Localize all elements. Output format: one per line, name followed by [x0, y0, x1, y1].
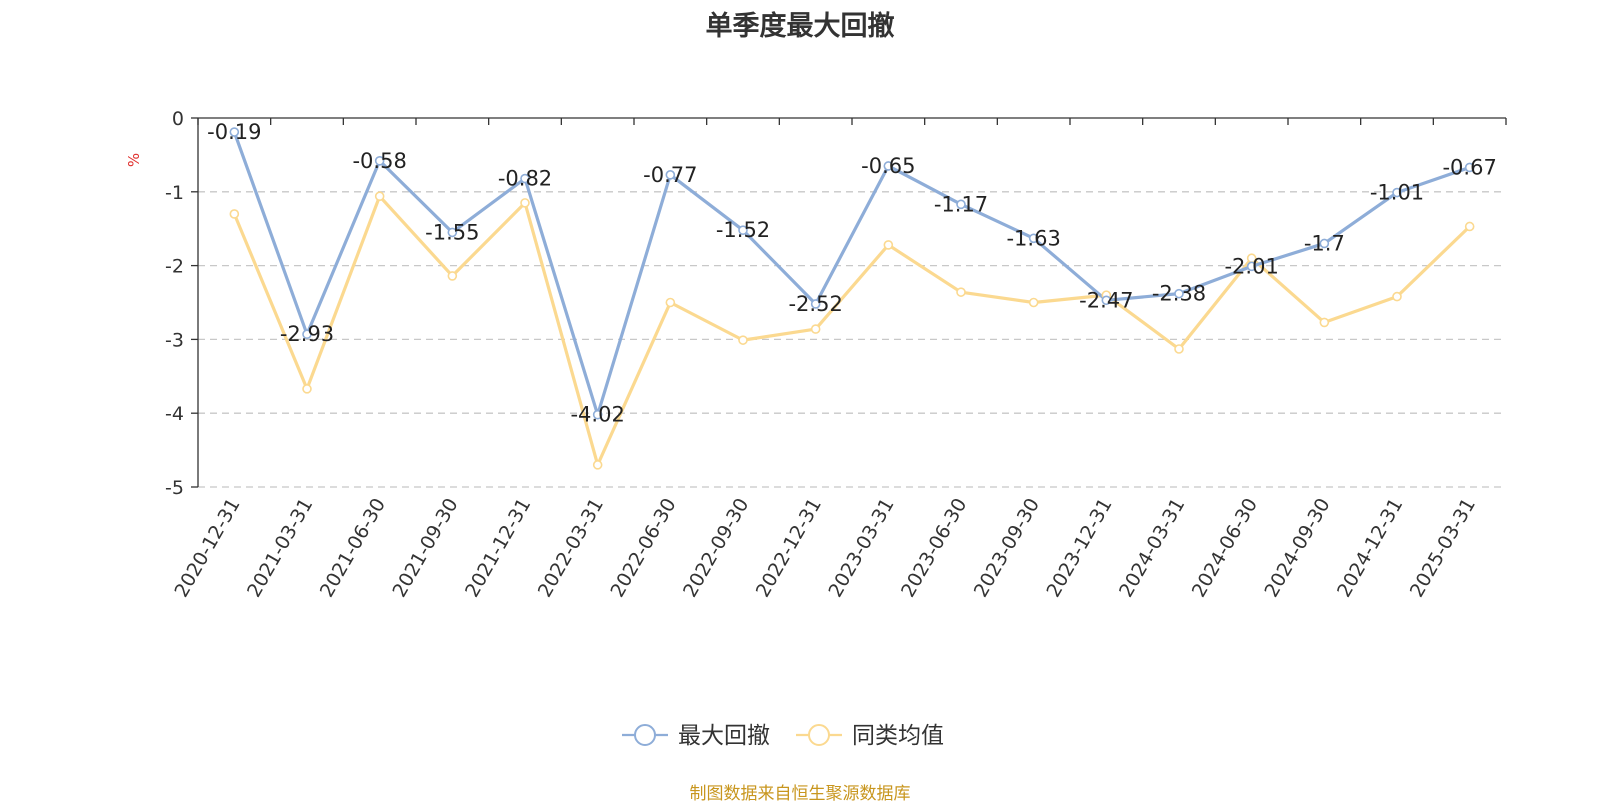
- data-label: -0.19: [207, 120, 261, 144]
- data-point: [738, 225, 748, 235]
- series-line-2: [232, 194, 1471, 467]
- data-point: [883, 240, 894, 250]
- series-lines: [232, 131, 1471, 467]
- data-label: -0.65: [861, 154, 915, 178]
- x-tick-label: 2023-06-30: [897, 495, 971, 602]
- data-point: [229, 209, 240, 219]
- x-tick-label: 2024-06-30: [1188, 495, 1262, 602]
- data-point: [1246, 261, 1257, 272]
- data-point: [1392, 187, 1402, 198]
- data-point: [1319, 238, 1330, 249]
- x-tick-label: 2023-12-31: [1042, 495, 1116, 602]
- data-label: -0.77: [643, 163, 697, 187]
- data-point: [665, 297, 676, 308]
- x-tick-label: 2023-03-31: [824, 495, 898, 602]
- data-point: [1464, 162, 1475, 173]
- data-label: -1.7: [1304, 231, 1345, 255]
- y-tick-label: 0: [172, 108, 184, 130]
- data-point: [1464, 221, 1475, 232]
- data-label: -4.02: [570, 403, 624, 427]
- y-tick-label: -2: [165, 256, 184, 278]
- axes: 0 -1 -2 -3 -4 -5% 2020-12-312021-03-312021-06-…: [125, 108, 1507, 602]
- x-tick-label: 2024-03-31: [1115, 495, 1189, 602]
- data-point: [1174, 288, 1184, 299]
- legend-label: 同类均值: [852, 723, 944, 749]
- x-tick-label: 2022-03-31: [534, 495, 608, 602]
- x-tick-label: 2022-12-31: [752, 495, 826, 602]
- data-point: [1392, 291, 1402, 302]
- data-point: [1028, 233, 1039, 244]
- x-tick-label: 2021-03-31: [243, 495, 317, 602]
- series-line-1: [232, 131, 1471, 417]
- data-point: [520, 198, 530, 208]
- data-point: [447, 227, 458, 238]
- x-tick-label: 2022-06-30: [606, 495, 680, 602]
- data-label: -2.38: [1152, 282, 1206, 306]
- x-tick-label: 2021-12-31: [461, 495, 535, 602]
- data-label: -1.63: [1006, 226, 1060, 250]
- y-tick-label: -1: [165, 182, 184, 204]
- data-label: -0.82: [498, 167, 552, 191]
- data-point: [665, 170, 676, 180]
- data-label: -0.67: [1442, 155, 1496, 179]
- data-label: -1.17: [934, 192, 988, 216]
- data-point: [302, 329, 312, 340]
- data-label: -2.52: [788, 292, 842, 316]
- x-tick-label: 2023-09-30: [970, 495, 1044, 602]
- data-point: [883, 161, 894, 171]
- data-point: [956, 287, 966, 297]
- legend-marker: [634, 724, 656, 746]
- data-labels: -0.19 -2.93 -0.58 -1.55 -0.82 -4.02 -0.77 -1.52…: [207, 120, 1497, 427]
- x-tick-label: 2021-09-30: [388, 495, 462, 602]
- chart-title: 单季度最大回撤: [705, 11, 895, 42]
- data-point: [447, 271, 458, 281]
- legend-marker: [808, 724, 830, 746]
- data-label: -0.58: [352, 149, 406, 173]
- data-point: [374, 156, 385, 166]
- data-point: [1174, 344, 1184, 354]
- grid-lines: [198, 191, 1506, 488]
- source-note: 制图数据来自恒生聚源数据库: [689, 784, 911, 804]
- data-label: -1.55: [425, 220, 479, 244]
- data-point: [1028, 297, 1039, 308]
- data-point: [302, 384, 312, 394]
- y-tick-label: -5: [165, 477, 184, 499]
- y-tick-label: -4: [165, 403, 184, 425]
- x-tick-label: 2021-06-30: [316, 495, 390, 602]
- data-point: [592, 409, 603, 420]
- y-axis-unit: %: [125, 153, 143, 167]
- x-tick-label: 2022-09-30: [679, 495, 753, 602]
- x-tick-label: 2025-03-31: [1406, 495, 1480, 602]
- data-label: -2.01: [1224, 254, 1278, 278]
- data-label: -2.47: [1079, 288, 1133, 312]
- x-tick-label: 2024-09-30: [1260, 495, 1334, 602]
- data-label: -2.93: [280, 322, 334, 346]
- legend-label: 最大回撤: [678, 723, 770, 749]
- data-point: [1319, 317, 1330, 328]
- data-point: [520, 173, 530, 184]
- data-label: -1.52: [716, 218, 770, 242]
- y-tick-label: -3: [165, 329, 184, 351]
- data-label: -1.01: [1370, 181, 1424, 205]
- x-tick-label: 2024-12-31: [1333, 495, 1407, 602]
- data-point: [738, 335, 748, 345]
- data-point: [810, 324, 821, 334]
- legend: 最大回撤 同类均值: [622, 723, 944, 749]
- data-point: [229, 127, 240, 137]
- data-point: [1101, 295, 1112, 306]
- data-point: [810, 299, 821, 309]
- data-point: [592, 460, 603, 470]
- data-points: [229, 127, 1475, 470]
- data-point: [374, 191, 385, 202]
- data-point: [956, 199, 966, 210]
- x-tick-label: 2020-12-31: [170, 495, 244, 602]
